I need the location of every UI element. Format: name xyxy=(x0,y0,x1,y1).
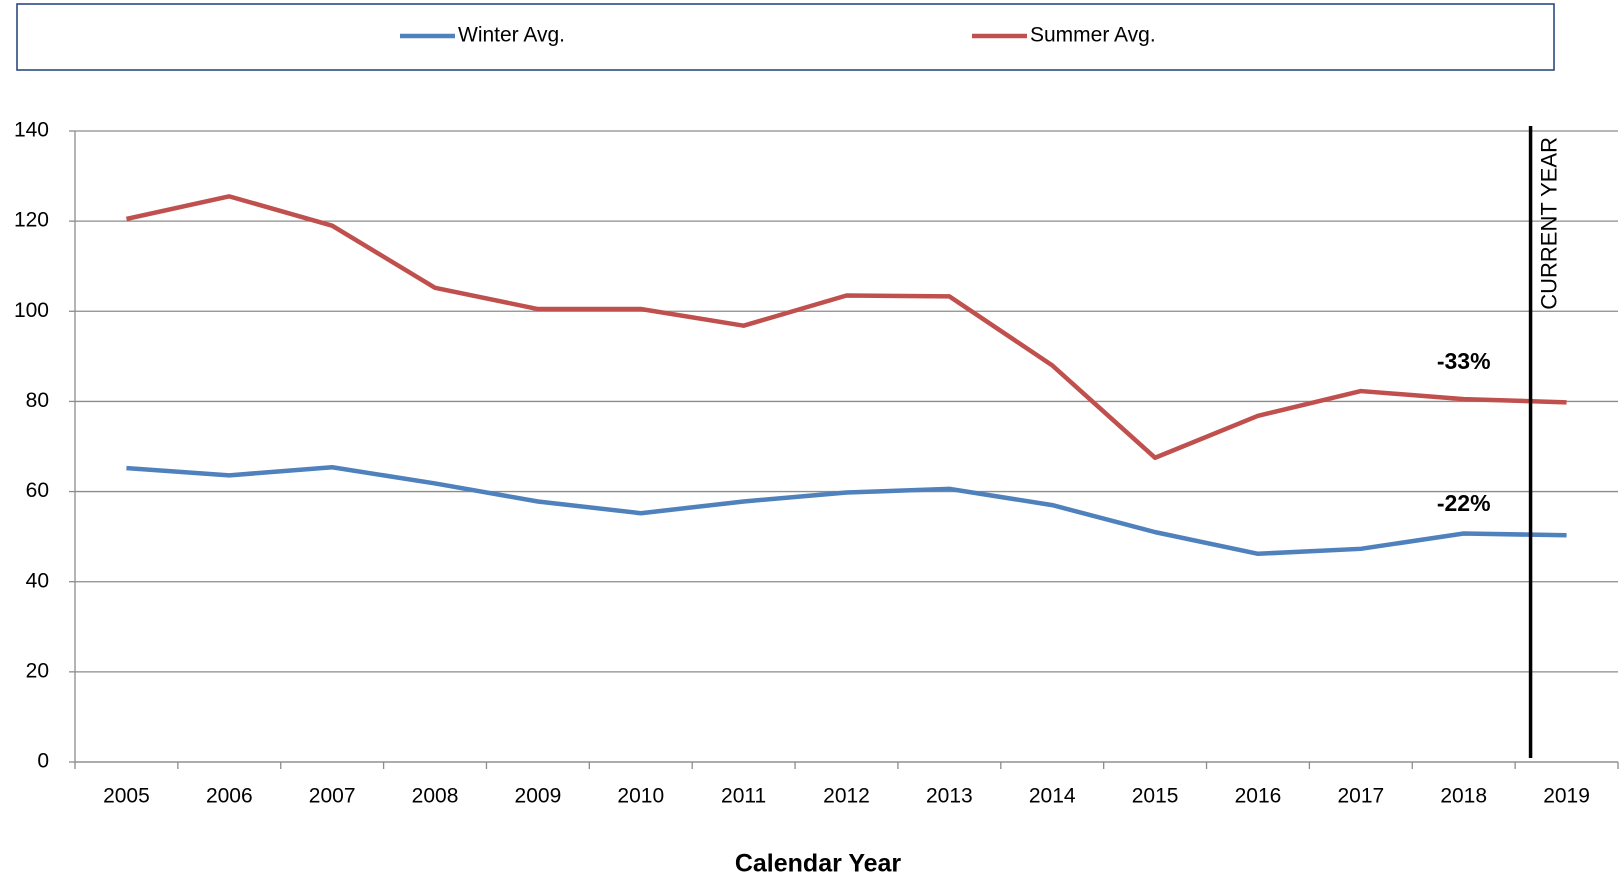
annotation: CURRENT YEAR xyxy=(1536,137,1561,310)
x-tick-label: 2017 xyxy=(1337,785,1384,808)
series-line xyxy=(126,464,1567,557)
y-tick-label: 80 xyxy=(26,389,49,412)
x-tick-label: 2016 xyxy=(1235,785,1282,808)
x-tick-label: 2011 xyxy=(721,785,766,808)
x-tick-label: 2005 xyxy=(103,785,150,808)
x-axis-title: Calendar Year xyxy=(735,850,902,878)
series-line xyxy=(125,194,1567,461)
y-tick-label: 0 xyxy=(37,750,49,773)
y-tick-label: 60 xyxy=(26,479,49,502)
x-tick-label: 2019 xyxy=(1543,785,1590,808)
y-tick-label: 40 xyxy=(26,569,49,592)
x-tick-label: 2014 xyxy=(1029,785,1076,808)
annotation: -33% xyxy=(1437,348,1491,374)
x-tick-label: 2012 xyxy=(823,785,870,808)
x-tick-label: 2010 xyxy=(617,785,664,808)
x-tick-label: 2009 xyxy=(515,785,562,808)
x-tick-label: 2008 xyxy=(412,785,459,808)
annotation: -22% xyxy=(1437,490,1491,516)
y-tick-label: 140 xyxy=(14,119,49,142)
x-tick-label: 2018 xyxy=(1440,785,1487,808)
x-tick-label: 2013 xyxy=(926,785,973,808)
y-tick-label: 120 xyxy=(14,209,49,232)
x-tick-label: 2015 xyxy=(1132,785,1179,808)
legend-label: Winter Avg. xyxy=(458,24,565,47)
legend-label: Summer Avg. xyxy=(1030,24,1156,47)
y-tick-label: 100 xyxy=(14,299,49,322)
x-tick-label: 2006 xyxy=(206,785,253,808)
y-tick-label: 20 xyxy=(26,659,49,682)
x-tick-label: 2007 xyxy=(309,785,356,808)
legend-box xyxy=(16,3,1555,71)
